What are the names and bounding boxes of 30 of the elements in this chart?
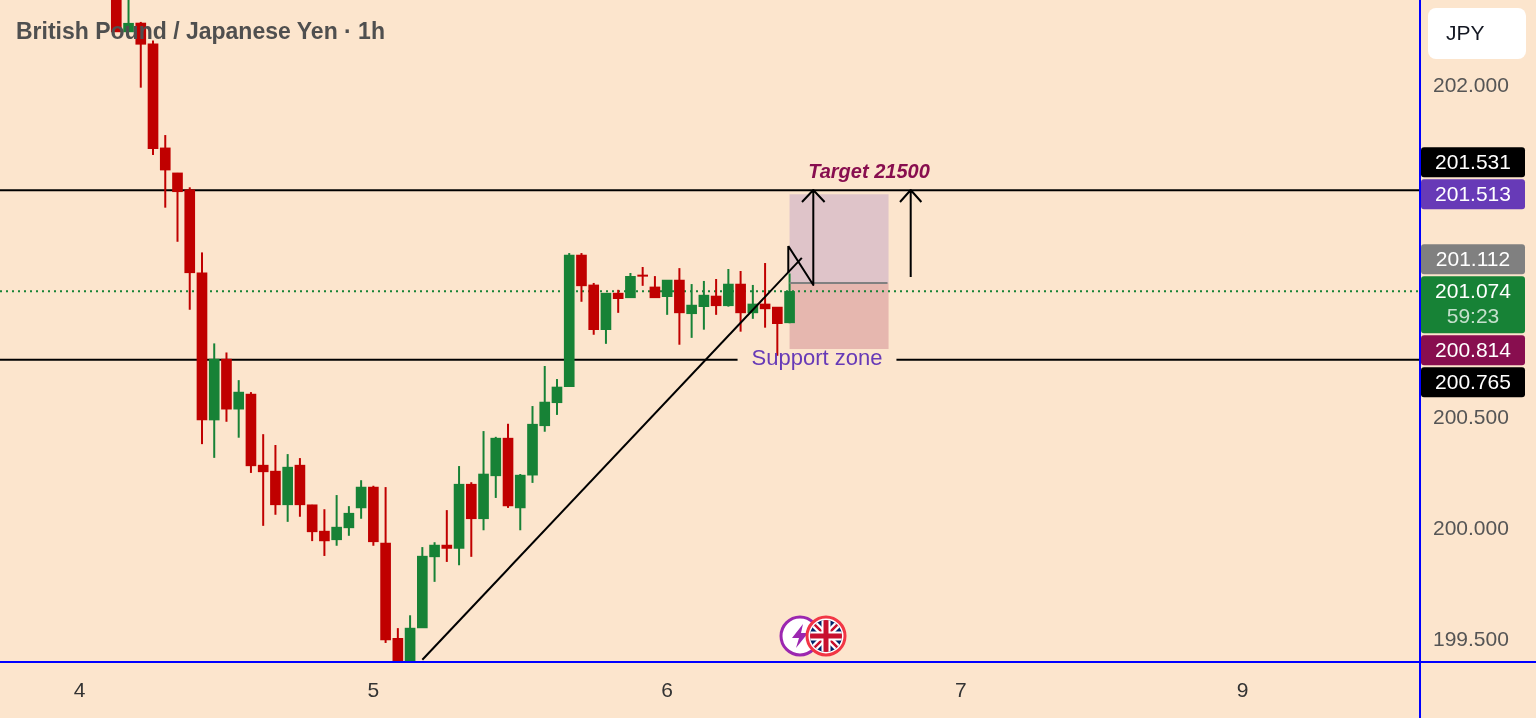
- candlestick: [710, 277, 722, 316]
- ref-line-label: 200.765: [1435, 370, 1511, 394]
- candlestick: [343, 505, 355, 537]
- candlestick: [612, 288, 624, 314]
- candlestick: [233, 379, 245, 439]
- candlestick: [331, 494, 342, 547]
- candlestick: [319, 508, 330, 557]
- text: 201.513: [1435, 181, 1511, 205]
- candlestick: [637, 266, 648, 287]
- y-tick-label: 199.500: [1433, 626, 1509, 650]
- candlestick: [159, 134, 171, 209]
- x-tick-label: 9: [1236, 678, 1249, 702]
- x-tick-label: 5: [367, 678, 380, 702]
- y-tick-label: 200.500: [1433, 405, 1509, 429]
- annotation: Support zone: [751, 345, 883, 371]
- text: 59:23: [1446, 304, 1500, 328]
- x-tick-label: 4: [73, 678, 86, 702]
- y-axis-title: JPY: [1446, 20, 1485, 44]
- candlestick: [355, 479, 367, 520]
- annotation: Target 21500: [808, 159, 930, 182]
- ref-line-label: 201.074: [1435, 279, 1512, 303]
- text: 201.112: [1435, 247, 1511, 271]
- x-tick-label: 6: [661, 678, 673, 702]
- candlestick: [441, 509, 453, 563]
- candlestick: [551, 378, 563, 416]
- y-tick-label: 202.000: [1433, 73, 1509, 97]
- ref-line-label: 201.531: [1435, 149, 1511, 173]
- x-tick-label: 7: [955, 678, 967, 702]
- text: 200.814: [1435, 338, 1512, 362]
- y-tick-label: 200.000: [1433, 515, 1509, 539]
